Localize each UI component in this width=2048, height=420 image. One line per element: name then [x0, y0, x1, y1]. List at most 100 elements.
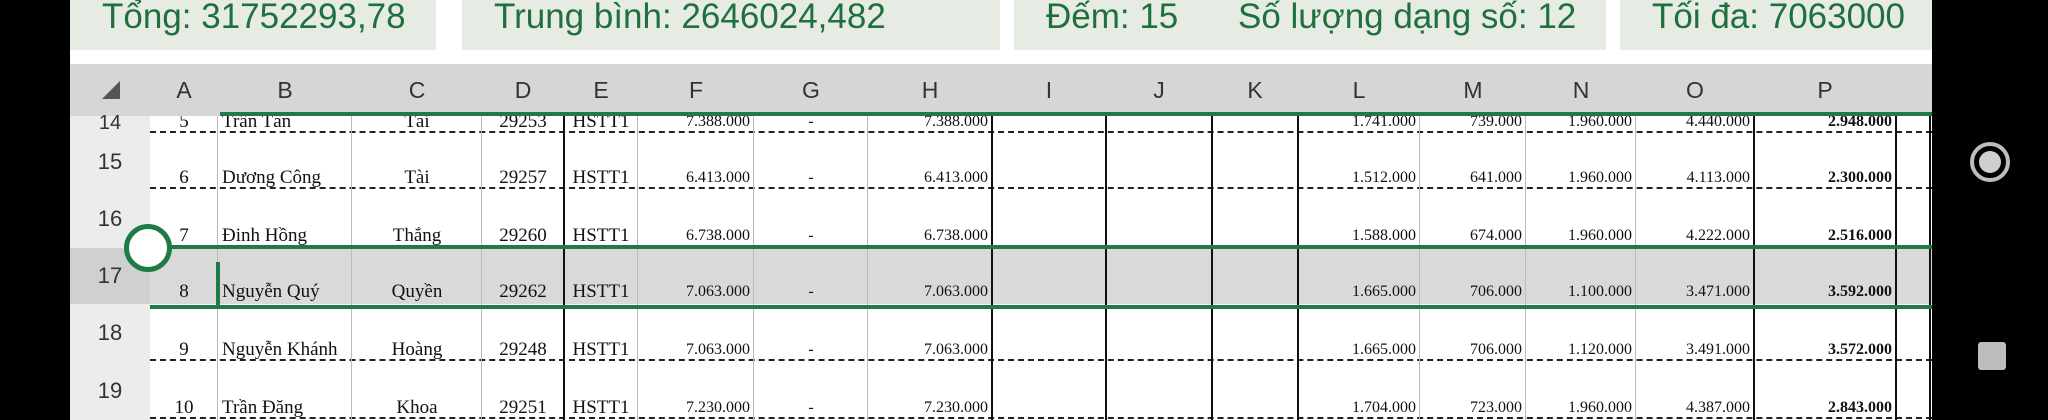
row-header-18[interactable]: 18: [70, 304, 150, 362]
cell-b[interactable]: Trần Tân: [222, 116, 292, 132]
cell-p[interactable]: 3.572.000: [1828, 341, 1892, 358]
cell-c[interactable]: Tài: [404, 167, 430, 188]
column-header-p[interactable]: P: [1817, 77, 1833, 103]
cell-h[interactable]: 7.230.000: [924, 399, 988, 416]
cell-e[interactable]: HSTT1: [572, 281, 630, 302]
cell-a[interactable]: 10: [174, 397, 194, 418]
cell-o[interactable]: 4.387.000: [1686, 399, 1750, 416]
column-header-i[interactable]: I: [1045, 77, 1053, 103]
cell-f[interactable]: 7.388.000: [686, 116, 750, 130]
table-row[interactable]: 8 Nguyễn Quý Quyền 29262 HSTT1 7.063.000 - 7.06…: [150, 248, 1932, 304]
cell-m[interactable]: 706.000: [1470, 283, 1522, 300]
cell-f[interactable]: 7.063.000: [686, 283, 750, 300]
row-header-15[interactable]: 15: [70, 134, 150, 190]
cell-n[interactable]: 1.960.000: [1568, 399, 1632, 416]
cell-o[interactable]: 4.113.000: [1686, 169, 1750, 186]
table-row[interactable]: 9 Nguyễn Khánh Hoàng 29248 HSTT1 7.063.000 - 7.…: [150, 304, 1932, 362]
cell-a[interactable]: 8: [179, 281, 189, 302]
cell-l[interactable]: 1.588.000: [1352, 227, 1416, 244]
cell-g[interactable]: -: [808, 341, 814, 358]
cell-c[interactable]: Khoa: [396, 397, 438, 418]
cell-a[interactable]: 6: [179, 167, 189, 188]
cell-n[interactable]: 1.960.000: [1568, 116, 1632, 130]
table-row[interactable]: 10 Trần Đăng Khoa 29251 HSTT1 7.230.000 - 7.230…: [150, 362, 1932, 420]
cell-d[interactable]: 29257: [499, 167, 547, 188]
cell-d[interactable]: 29251: [499, 397, 547, 418]
cell-b[interactable]: Nguyễn Khánh: [222, 339, 338, 360]
row-header-14[interactable]: 14: [70, 113, 150, 134]
cell-n[interactable]: 1.120.000: [1568, 341, 1632, 358]
cell-h[interactable]: 7.388.000: [924, 116, 988, 130]
cell-d[interactable]: 29248: [499, 339, 547, 360]
cell-d[interactable]: 29253: [499, 116, 547, 132]
cell-grid[interactable]: 5 Trần Tân Tài 29253 HSTT1 7.388.000 - 7.388.00…: [150, 116, 1932, 420]
cell-d[interactable]: 29262: [499, 281, 547, 302]
cell-b[interactable]: Nguyễn Quý: [222, 281, 320, 302]
cell-l[interactable]: 1.741.000: [1352, 116, 1416, 130]
column-header-c[interactable]: C: [408, 77, 426, 103]
column-header-g[interactable]: G: [802, 77, 820, 103]
cell-c[interactable]: Quyền: [391, 281, 443, 302]
ring-button-icon[interactable]: [1970, 142, 2010, 182]
cell-n[interactable]: 1.100.000: [1568, 283, 1632, 300]
cell-m[interactable]: 739.000: [1470, 116, 1522, 130]
cell-e[interactable]: HSTT1: [572, 339, 630, 360]
cell-n[interactable]: 1.960.000: [1568, 169, 1632, 186]
cell-c[interactable]: Hoàng: [391, 339, 443, 360]
cell-o[interactable]: 3.491.000: [1686, 341, 1750, 358]
cell-h[interactable]: 6.738.000: [924, 227, 988, 244]
cell-g[interactable]: -: [808, 116, 814, 130]
cell-b[interactable]: Trần Đăng: [222, 397, 304, 418]
cell-g[interactable]: -: [808, 283, 814, 300]
cell-m[interactable]: 706.000: [1470, 341, 1522, 358]
cell-d[interactable]: 29260: [499, 225, 547, 246]
column-header-l[interactable]: L: [1352, 77, 1366, 103]
cell-b[interactable]: Đinh Hồng: [222, 225, 307, 246]
cell-c[interactable]: Thắng: [392, 225, 442, 246]
sum-chip[interactable]: Tổng: 31752293,78: [70, 0, 436, 50]
cell-g[interactable]: -: [808, 169, 814, 186]
column-header-d[interactable]: D: [514, 77, 532, 103]
selection-handle[interactable]: [124, 224, 172, 272]
cell-p[interactable]: 2.300.000: [1828, 169, 1892, 186]
cell-e[interactable]: HSTT1: [572, 225, 630, 246]
select-all-triangle-icon[interactable]: [102, 81, 120, 99]
max-chip[interactable]: Tối đa: 7063000: [1620, 0, 1932, 50]
column-header-f[interactable]: F: [688, 77, 704, 103]
cell-a[interactable]: 5: [179, 116, 189, 132]
table-row[interactable]: 5 Trần Tân Tài 29253 HSTT1 7.388.000 - 7.388.00…: [150, 116, 1932, 134]
cell-h[interactable]: 7.063.000: [924, 341, 988, 358]
average-chip[interactable]: Trung bình: 2646024,482: [462, 0, 1000, 50]
cell-m[interactable]: 641.000: [1470, 169, 1522, 186]
cell-g[interactable]: -: [808, 399, 814, 416]
cell-f[interactable]: 7.063.000: [686, 341, 750, 358]
cell-e[interactable]: HSTT1: [572, 167, 630, 188]
column-header-n[interactable]: N: [1572, 77, 1590, 103]
column-header-m[interactable]: M: [1463, 77, 1483, 103]
table-row[interactable]: 7 Đinh Hồng Thắng 29260 HSTT1 6.738.000 - 6.738…: [150, 190, 1932, 248]
cell-o[interactable]: 3.471.000: [1686, 283, 1750, 300]
cell-l[interactable]: 1.704.000: [1352, 399, 1416, 416]
cell-o[interactable]: 4.222.000: [1686, 227, 1750, 244]
column-header-h[interactable]: H: [921, 77, 939, 103]
cell-g[interactable]: -: [808, 227, 814, 244]
cell-f[interactable]: 6.413.000: [686, 169, 750, 186]
cell-p[interactable]: 2.843.000: [1828, 399, 1892, 416]
cell-o[interactable]: 4.440.000: [1686, 116, 1750, 130]
table-row[interactable]: 6 Dương Công Tài 29257 HSTT1 6.413.000 - 6.413.…: [150, 134, 1932, 190]
cell-e[interactable]: HSTT1: [572, 116, 630, 132]
cell-a[interactable]: 7: [179, 225, 189, 246]
row-header-19[interactable]: 19: [70, 362, 150, 420]
column-header-k[interactable]: K: [1247, 77, 1263, 103]
column-header-j[interactable]: J: [1153, 77, 1165, 103]
column-header-b[interactable]: B: [277, 77, 293, 103]
cell-p[interactable]: 2.516.000: [1828, 227, 1892, 244]
cell-m[interactable]: 674.000: [1470, 227, 1522, 244]
cell-e[interactable]: HSTT1: [572, 397, 630, 418]
cell-p[interactable]: 2.948.000: [1828, 116, 1892, 130]
cell-p[interactable]: 3.592.000: [1828, 283, 1892, 300]
cell-f[interactable]: 6.738.000: [686, 227, 750, 244]
cell-n[interactable]: 1.960.000: [1568, 227, 1632, 244]
cell-l[interactable]: 1.512.000: [1352, 169, 1416, 186]
cell-l[interactable]: 1.665.000: [1352, 341, 1416, 358]
